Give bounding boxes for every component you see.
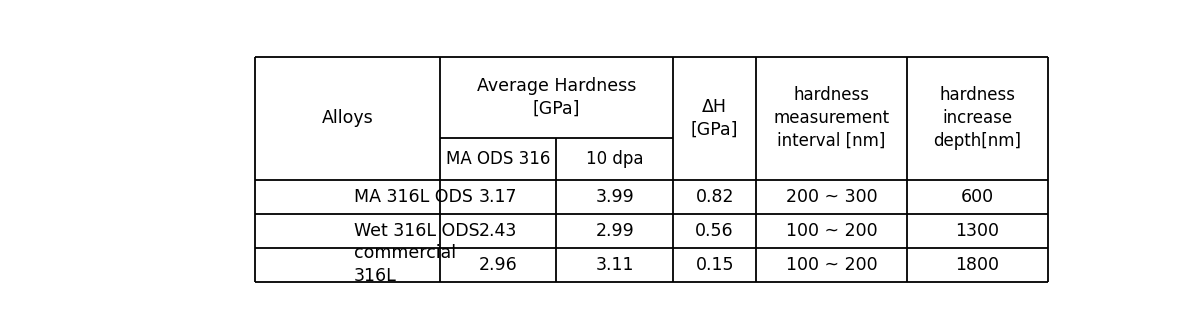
Text: hardness
measurement
interval [nm]: hardness measurement interval [nm] — [774, 86, 889, 150]
Text: Average Hardness
[GPa]: Average Hardness [GPa] — [477, 77, 637, 118]
Text: MA ODS 316: MA ODS 316 — [446, 150, 550, 168]
Text: 600: 600 — [960, 188, 994, 206]
Text: 0.15: 0.15 — [695, 256, 734, 274]
Text: commercial
316L: commercial 316L — [355, 244, 456, 285]
Text: MA 316L ODS: MA 316L ODS — [355, 188, 474, 206]
Text: 1300: 1300 — [956, 222, 1000, 240]
Text: hardness
increase
depth[nm]: hardness increase depth[nm] — [933, 86, 1021, 150]
Text: 2.43: 2.43 — [478, 222, 518, 240]
Text: Wet 316L ODS: Wet 316L ODS — [355, 222, 480, 240]
Text: 0.56: 0.56 — [695, 222, 734, 240]
Text: 2.96: 2.96 — [478, 256, 518, 274]
Text: 2.99: 2.99 — [595, 222, 634, 240]
Text: 100 ~ 200: 100 ~ 200 — [785, 222, 877, 240]
Text: 100 ~ 200: 100 ~ 200 — [785, 256, 877, 274]
Text: 10 dpa: 10 dpa — [587, 150, 644, 168]
Text: 200 ~ 300: 200 ~ 300 — [785, 188, 877, 206]
Text: Alloys: Alloys — [321, 109, 374, 127]
Text: 3.11: 3.11 — [596, 256, 634, 274]
Text: 0.82: 0.82 — [695, 188, 734, 206]
Text: 3.17: 3.17 — [478, 188, 518, 206]
Text: 3.99: 3.99 — [595, 188, 634, 206]
Text: 1800: 1800 — [956, 256, 1000, 274]
Text: ΔH
[GPa]: ΔH [GPa] — [691, 98, 738, 139]
